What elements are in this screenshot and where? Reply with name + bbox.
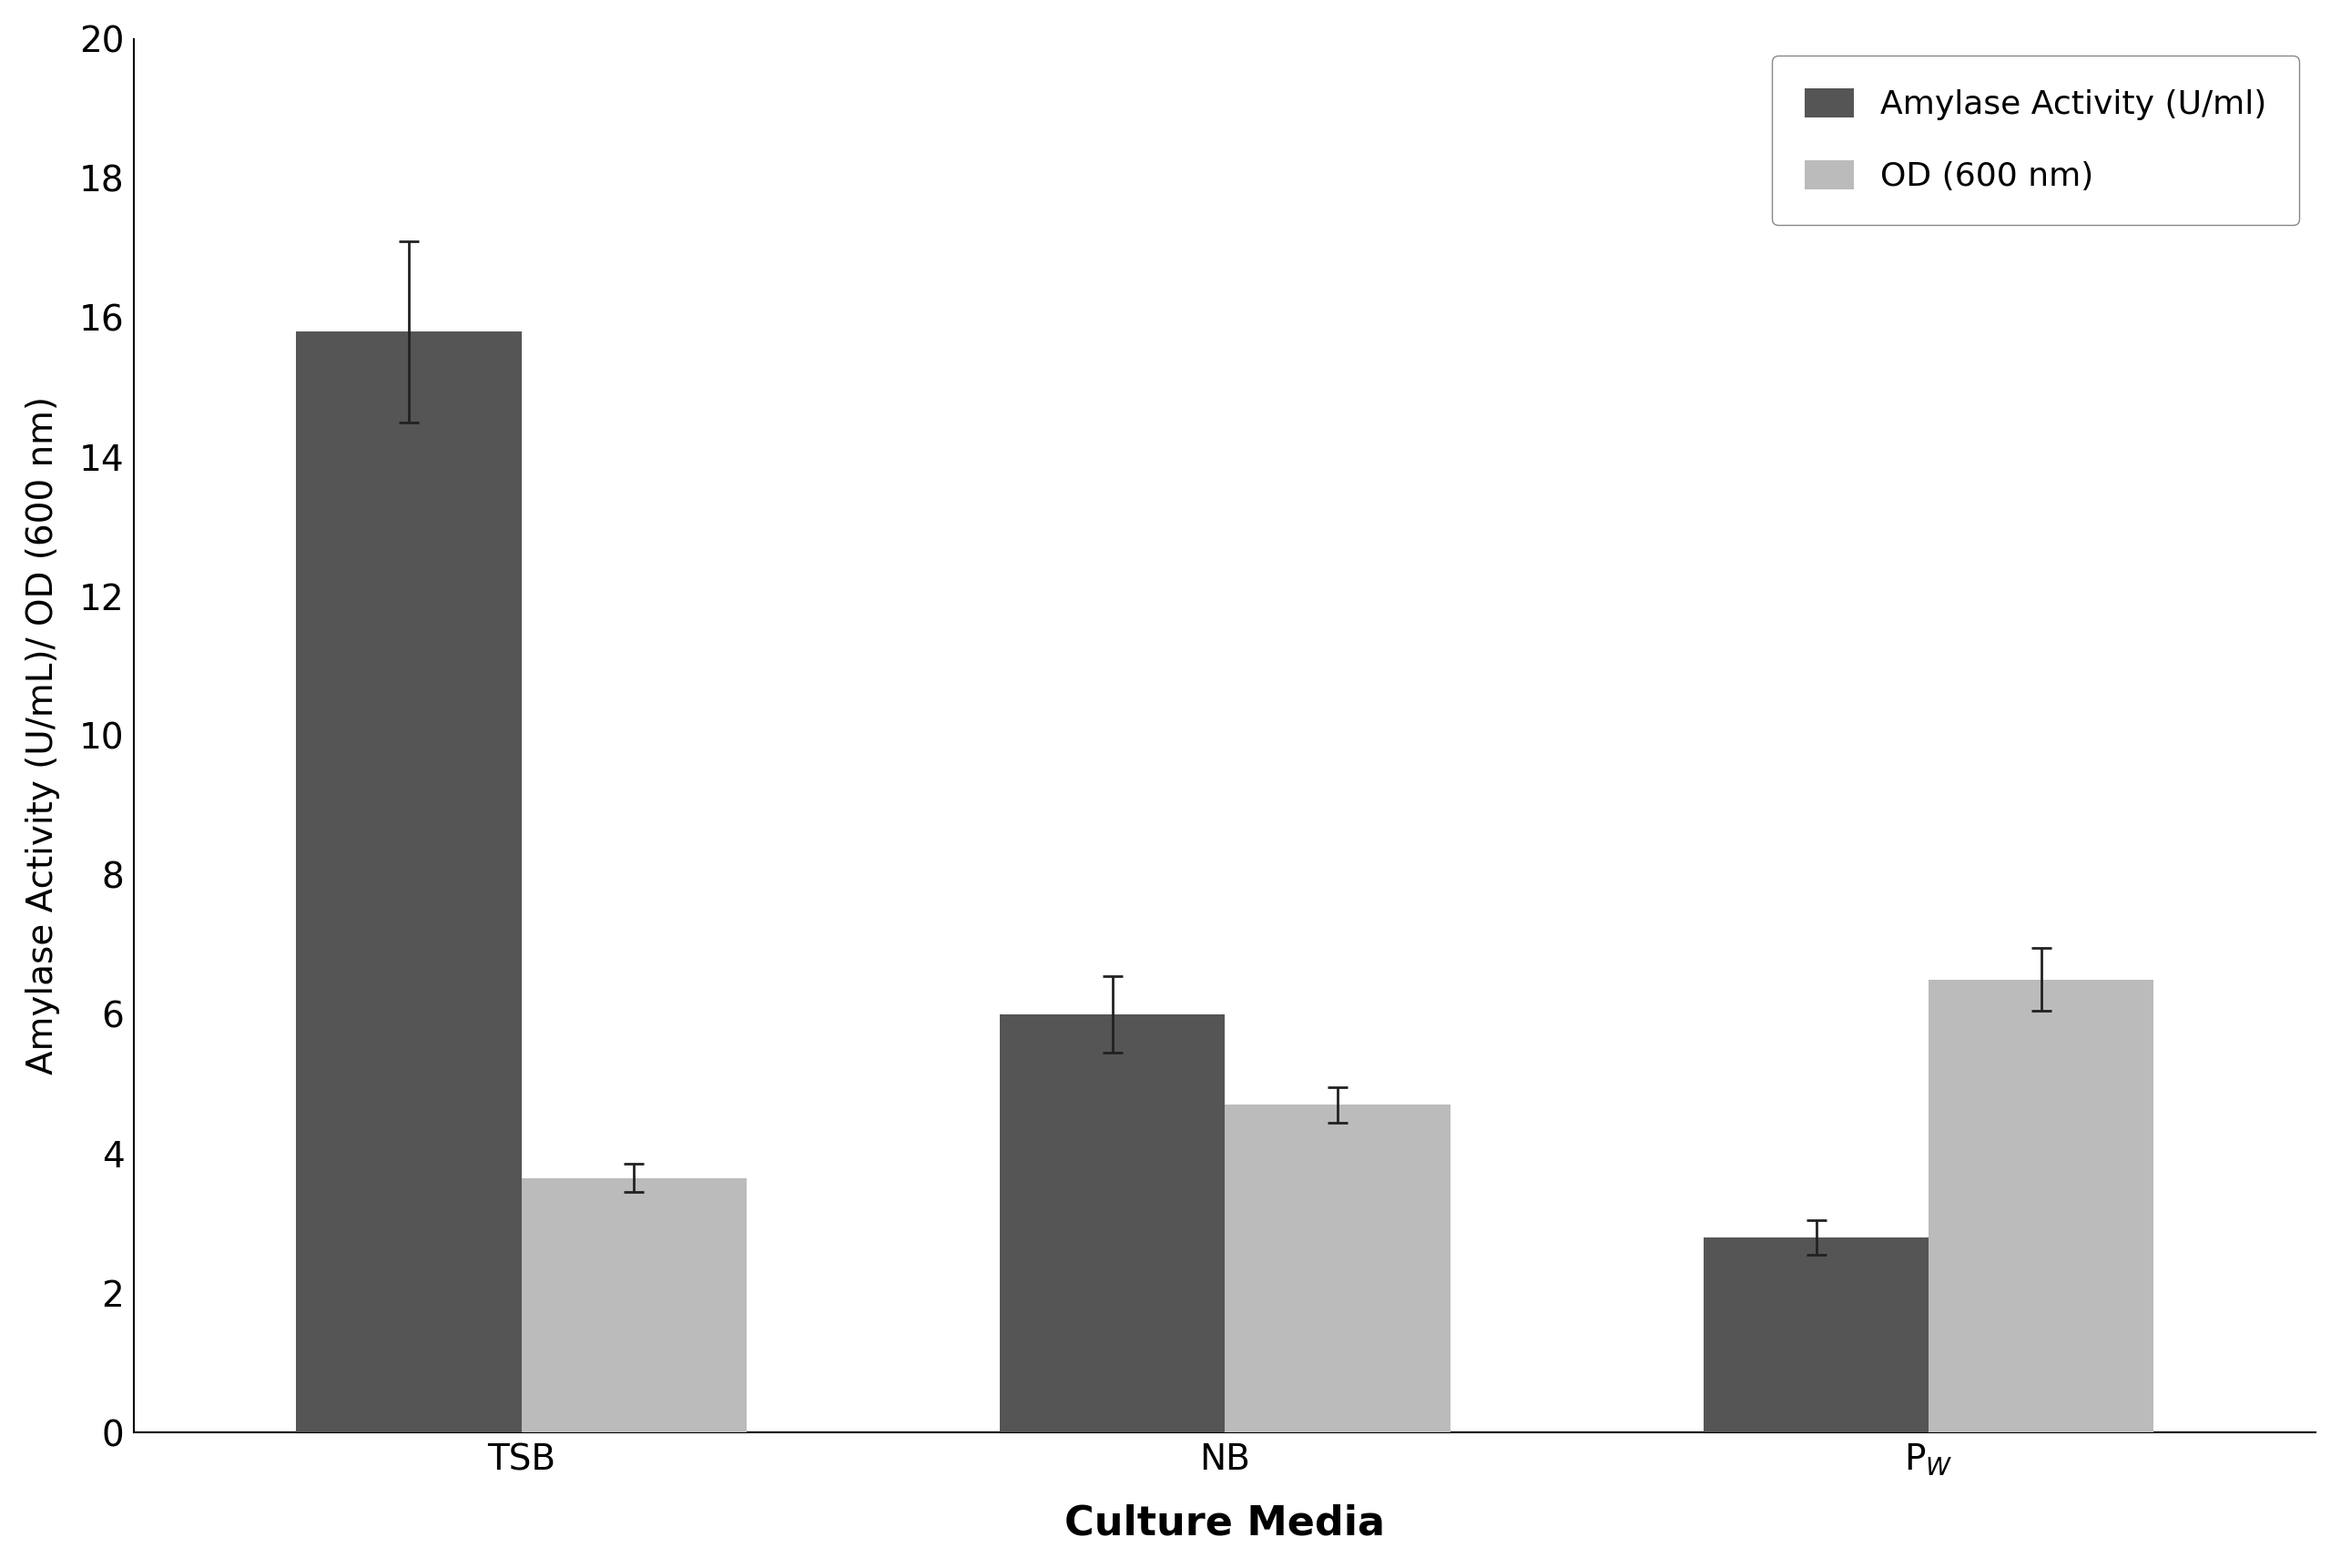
Bar xyxy=(1704,1237,1929,1432)
Bar xyxy=(295,331,522,1432)
Legend: Amylase Activity (U/ml), OD (600 nm): Amylase Activity (U/ml), OD (600 nm) xyxy=(1772,55,2299,226)
Bar xyxy=(1000,1014,1224,1432)
Bar xyxy=(1224,1105,1449,1432)
Bar xyxy=(522,1178,747,1432)
X-axis label: Culture Media: Culture Media xyxy=(1065,1504,1386,1543)
Bar xyxy=(1929,980,2154,1432)
Y-axis label: Amylase Activity (U/mL)/ OD (600 nm): Amylase Activity (U/mL)/ OD (600 nm) xyxy=(26,397,61,1074)
